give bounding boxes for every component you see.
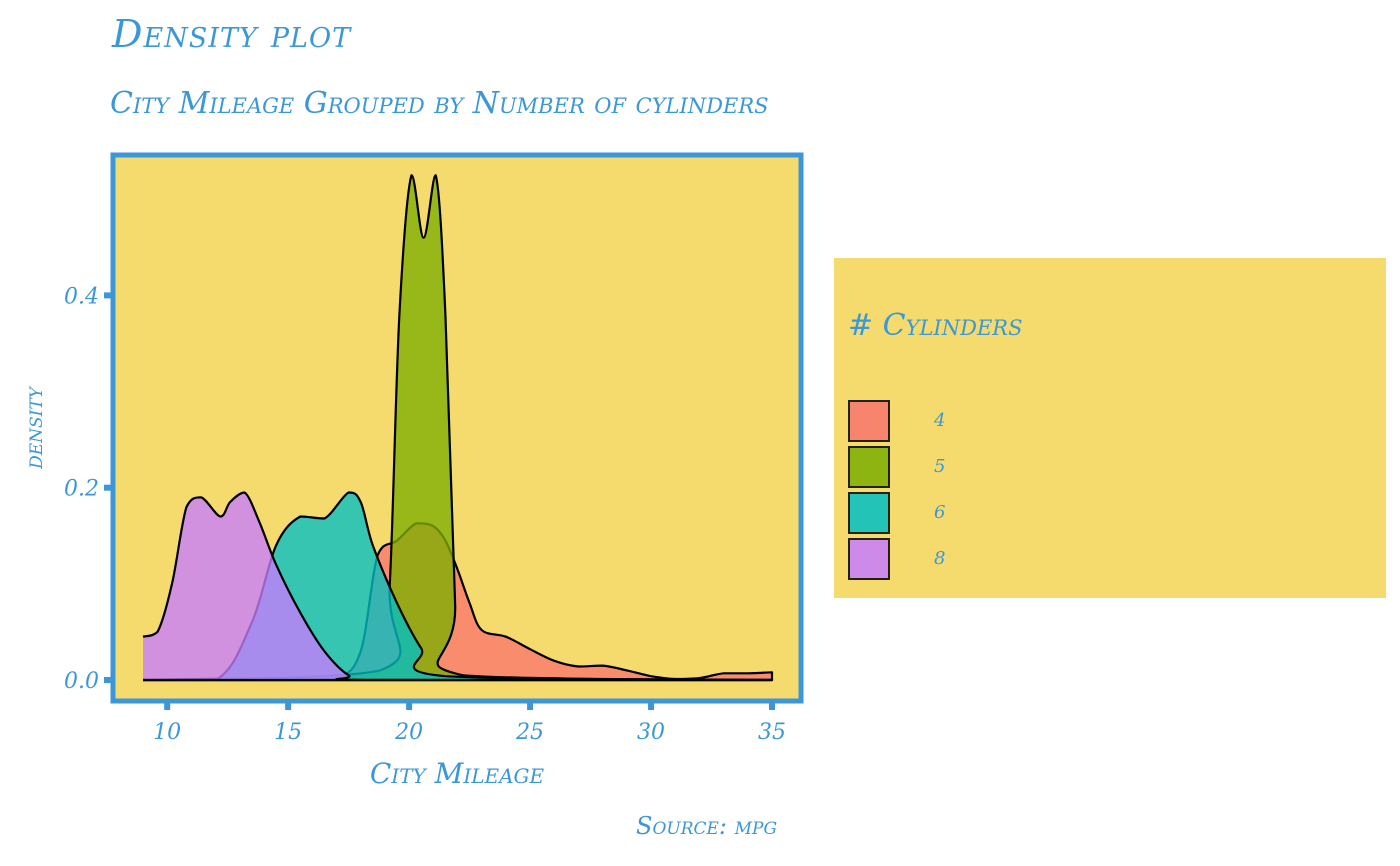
density-area-8 <box>143 492 772 680</box>
chart-caption: Source: mpg <box>636 812 778 840</box>
density-line-8 <box>142 491 774 682</box>
legend-item-8: 8 <box>848 538 1148 584</box>
legend-label-5: 5 <box>934 456 946 477</box>
legend-label-4: 4 <box>934 410 946 431</box>
legend-item-4: 4 <box>848 400 1148 446</box>
y-tick-label-0.2: 0.2 <box>64 477 99 502</box>
x-tick-label-30: 30 <box>637 720 665 745</box>
legend-key-4 <box>848 400 890 442</box>
x-tick-label-35: 35 <box>758 720 786 745</box>
y-axis: 0.0 0.2 0.4 <box>64 284 111 694</box>
x-tick-label-25: 25 <box>515 720 544 745</box>
legend-key-8 <box>848 538 890 580</box>
y-tick-label-0.4: 0.4 <box>64 284 99 309</box>
legend: # Cylinders 4 5 6 8 <box>834 258 1386 598</box>
legend-key-5 <box>848 446 890 488</box>
density-areas <box>142 174 774 682</box>
legend-label-8: 8 <box>934 548 946 569</box>
legend-label-6: 6 <box>934 502 946 523</box>
legend-item-6: 6 <box>848 492 1148 538</box>
legend-key-6 <box>848 492 890 534</box>
legend-title: # Cylinders <box>848 308 1023 343</box>
x-tick-label-15: 15 <box>274 720 302 745</box>
x-tick-label-20: 20 <box>394 720 423 745</box>
x-axis-label: City Mileage <box>370 757 545 790</box>
chart-subtitle: City Mileage Grouped by Number of cylind… <box>110 86 769 121</box>
y-tick-label-0.0: 0.0 <box>64 669 99 694</box>
x-tick-label-10: 10 <box>153 720 181 745</box>
density-area-4 <box>143 523 772 680</box>
legend-item-5: 5 <box>848 446 1148 492</box>
chart-title: Density plot <box>112 12 352 56</box>
y-axis-label: density <box>20 385 48 470</box>
x-axis: 10 15 20 25 30 35 <box>153 703 786 745</box>
